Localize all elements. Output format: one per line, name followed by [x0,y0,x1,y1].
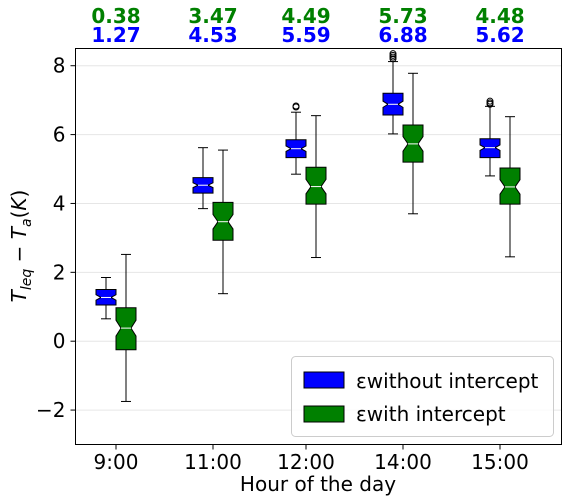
y-tick-label: 0 [53,329,66,353]
top-label-with-intercept: 4.49 [281,4,330,28]
top-median-labels: 0.38 3.47 4.49 5.73 4.48 1.27 4.53 5.59 6.88 5.62 [91,4,524,47]
outlier-point [389,50,397,58]
box-body [305,166,327,205]
y-axis-ticks: −2 0 2 4 6 8 [36,54,76,422]
box-with-intercept [115,253,137,402]
box-without-intercept [285,102,307,175]
box-without-intercept [479,97,501,177]
legend-swatch-without-intercept [303,371,345,389]
top-label-without-intercept: 5.62 [475,23,524,47]
x-axis-label: Hour of the day [240,472,396,496]
legend-swatch-with-intercept [303,405,345,423]
box-plots [95,50,521,402]
legend-label-with-intercept: εwith intercept [356,402,506,426]
x-tick-label: 14:00 [374,450,432,474]
top-label-without-intercept: 1.27 [91,23,140,47]
box-without-intercept [192,147,214,210]
top-label-without-intercept: 4.53 [188,23,237,47]
y-tick-label: 6 [53,123,66,147]
y-tick-label: −2 [36,398,65,422]
box-without-intercept [95,276,117,320]
top-label-with-intercept: 5.73 [378,4,427,28]
top-label-without-intercept: 6.88 [378,23,427,47]
top-label-with-intercept: 0.38 [91,4,140,28]
box-body [479,138,501,159]
x-tick-label: 15:00 [471,450,529,474]
box-body [115,307,137,351]
box-with-intercept [402,72,424,215]
box-body [499,167,521,205]
legend-label-without-intercept: εwithout intercept [356,369,539,393]
x-tick-label: 11:00 [184,450,242,474]
legend-frame [291,356,554,437]
top-label-without-intercept: 5.59 [281,23,330,47]
box-with-intercept [499,116,521,258]
legend: εwithout intercept εwith intercept [291,356,554,437]
y-tick-label: 2 [53,260,66,284]
x-axis-ticks: 9:00 11:00 12:00 14:00 15:00 [94,444,529,474]
box-with-intercept [212,149,234,295]
x-tick-label: 9:00 [94,450,139,474]
box-without-intercept [382,50,404,135]
top-label-with-intercept: 4.48 [475,4,524,28]
plot-area-frame [75,48,562,445]
outlier-point [486,97,494,105]
y-axis-label: Tleq − Ta(K) [7,190,35,303]
box-with-intercept [305,115,327,259]
x-tick-label: 12:00 [277,450,335,474]
outlier-point [292,102,300,110]
top-label-with-intercept: 3.47 [188,4,237,28]
y-tick-label: 8 [53,54,66,78]
y-tick-label: 4 [53,191,66,215]
